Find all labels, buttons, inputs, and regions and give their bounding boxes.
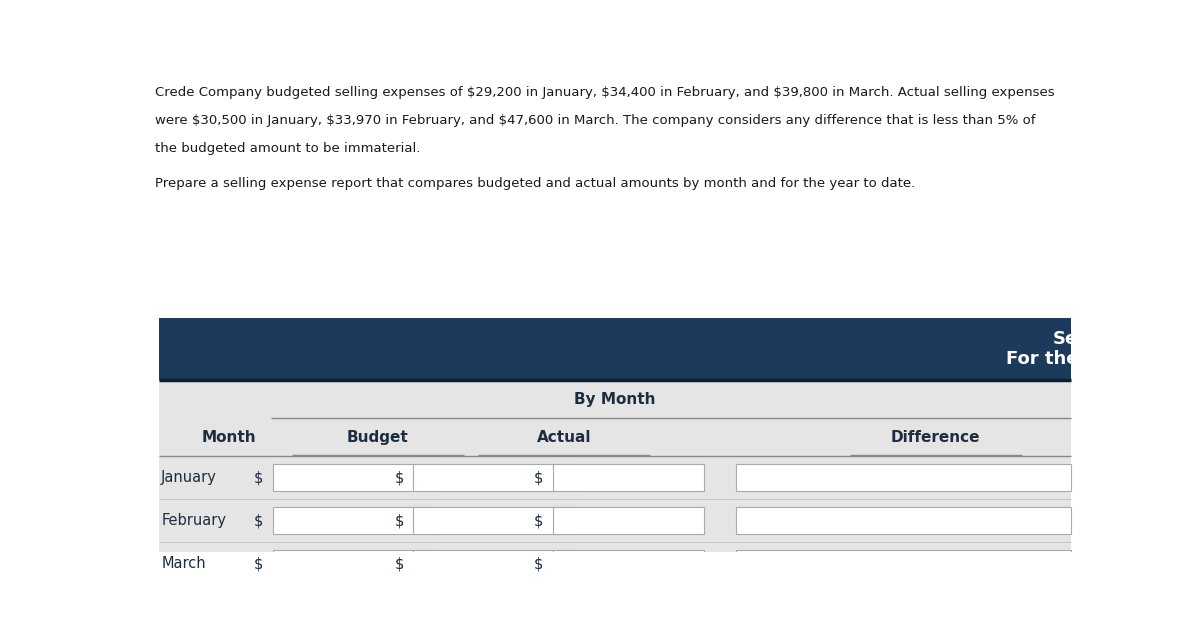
Text: Crede Company budgeted selling expenses of $29,200 in January, $34,400 in Februa: Crede Company budgeted selling expenses …	[155, 86, 1055, 99]
FancyBboxPatch shape	[272, 551, 438, 577]
FancyBboxPatch shape	[413, 507, 578, 534]
Text: $: $	[395, 471, 404, 485]
Text: By Month: By Month	[575, 392, 655, 407]
FancyBboxPatch shape	[553, 464, 704, 491]
Text: Month: Month	[202, 430, 256, 445]
Text: For the: For the	[1006, 350, 1078, 368]
FancyBboxPatch shape	[160, 418, 1070, 456]
Text: Difference: Difference	[892, 430, 980, 445]
Text: $: $	[395, 556, 404, 571]
Text: March: March	[161, 556, 205, 571]
FancyBboxPatch shape	[736, 464, 1070, 491]
FancyBboxPatch shape	[160, 380, 1070, 418]
Text: $: $	[534, 471, 544, 485]
Text: Prepare a selling expense report that compares budgeted and actual amounts by mo: Prepare a selling expense report that co…	[155, 177, 914, 190]
FancyBboxPatch shape	[736, 551, 1070, 577]
Text: Budget: Budget	[347, 430, 409, 445]
FancyBboxPatch shape	[553, 551, 704, 577]
FancyBboxPatch shape	[272, 464, 438, 491]
FancyBboxPatch shape	[413, 464, 578, 491]
FancyBboxPatch shape	[160, 542, 1070, 585]
FancyBboxPatch shape	[160, 456, 1070, 499]
Text: $: $	[254, 513, 264, 528]
Text: the budgeted amount to be immaterial.: the budgeted amount to be immaterial.	[155, 142, 420, 155]
FancyBboxPatch shape	[736, 507, 1070, 534]
Text: $: $	[395, 513, 404, 528]
Text: January: January	[161, 471, 217, 485]
Text: Actual: Actual	[536, 430, 592, 445]
Text: were $30,500 in January, $33,970 in February, and $47,600 in March. The company : were $30,500 in January, $33,970 in Febr…	[155, 114, 1036, 127]
FancyBboxPatch shape	[160, 499, 1070, 542]
Text: $: $	[254, 471, 264, 485]
Text: $: $	[534, 556, 544, 571]
Text: $: $	[534, 513, 544, 528]
FancyBboxPatch shape	[272, 507, 438, 534]
FancyBboxPatch shape	[413, 551, 578, 577]
Text: Se: Se	[1052, 330, 1078, 348]
Text: February: February	[161, 513, 226, 528]
FancyBboxPatch shape	[160, 318, 1070, 380]
Text: $: $	[254, 556, 264, 571]
FancyBboxPatch shape	[553, 507, 704, 534]
